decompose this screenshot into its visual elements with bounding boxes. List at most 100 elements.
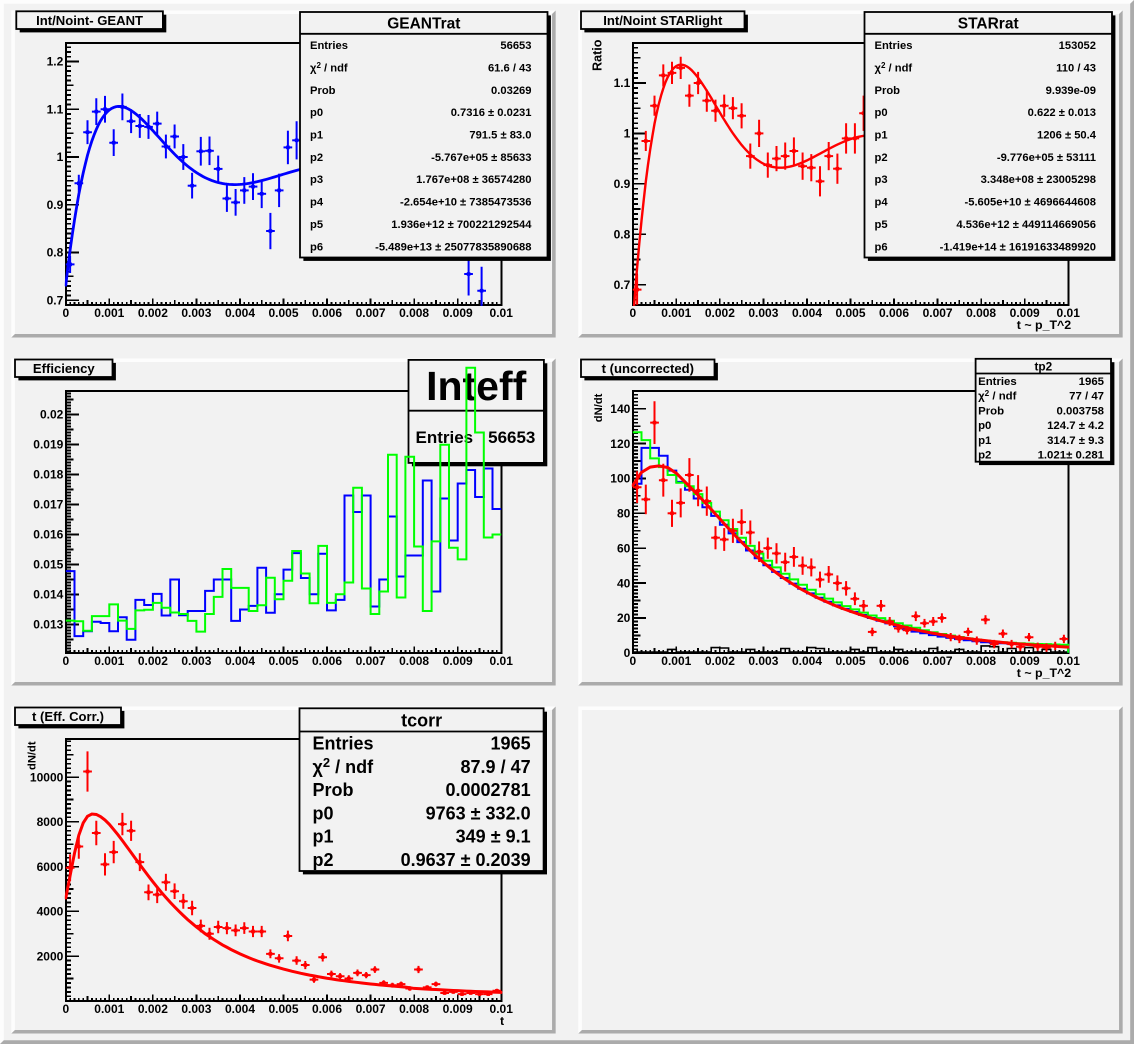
svg-text:0.9: 0.9 — [614, 177, 631, 191]
svg-text:χ2 / ndf: χ2 / ndf — [310, 61, 348, 75]
svg-text:0.017: 0.017 — [33, 498, 63, 512]
svg-text:1.1: 1.1 — [614, 76, 631, 90]
svg-text:1.1: 1.1 — [47, 102, 64, 116]
svg-text:120: 120 — [610, 437, 630, 451]
svg-text:0: 0 — [629, 654, 636, 668]
svg-text:χ2 / ndf: χ2 / ndf — [978, 389, 1017, 403]
svg-text:Efficiency: Efficiency — [33, 361, 96, 376]
svg-text:0.003: 0.003 — [181, 306, 211, 320]
svg-text:314.7 ± 9.3: 314.7 ± 9.3 — [1047, 435, 1104, 447]
svg-text:tp2: tp2 — [1034, 359, 1052, 373]
svg-text:Prob: Prob — [313, 780, 354, 800]
svg-text:0.006: 0.006 — [312, 306, 342, 320]
svg-text:Entries: Entries — [416, 428, 474, 447]
svg-text:p1: p1 — [875, 130, 888, 142]
svg-text:0.014: 0.014 — [33, 588, 63, 602]
svg-text:0.03269: 0.03269 — [491, 85, 531, 97]
svg-text:0.001: 0.001 — [94, 1002, 124, 1016]
svg-text:77 / 47: 77 / 47 — [1069, 391, 1104, 403]
svg-text:0.002: 0.002 — [705, 654, 735, 668]
svg-text:4.536e+12 ± 449114669056: 4.536e+12 ± 449114669056 — [956, 219, 1096, 231]
svg-text:-1.419e+14 ± 16191633489920: -1.419e+14 ± 16191633489920 — [940, 241, 1096, 253]
svg-text:0.001: 0.001 — [94, 654, 124, 668]
svg-text:0.01: 0.01 — [490, 654, 514, 668]
svg-text:0.002: 0.002 — [138, 654, 168, 668]
svg-text:p3: p3 — [310, 174, 323, 186]
svg-text:80: 80 — [617, 507, 631, 521]
svg-text:0.003: 0.003 — [748, 306, 778, 320]
svg-text:6000: 6000 — [37, 860, 64, 874]
svg-text:0.007: 0.007 — [923, 306, 953, 320]
svg-text:0.009: 0.009 — [443, 306, 473, 320]
svg-text:791.5 ± 83.0: 791.5 ± 83.0 — [469, 130, 531, 142]
svg-text:9.939e-09: 9.939e-09 — [1046, 85, 1096, 97]
svg-text:110 / 43: 110 / 43 — [1056, 62, 1096, 74]
svg-text:0.007: 0.007 — [923, 654, 953, 668]
svg-text:0.006: 0.006 — [312, 1002, 342, 1016]
svg-text:2000: 2000 — [37, 949, 64, 963]
svg-text:0.001: 0.001 — [661, 306, 691, 320]
svg-text:p4: p4 — [310, 197, 324, 209]
svg-text:Entries: Entries — [875, 40, 913, 52]
svg-text:40: 40 — [617, 576, 631, 590]
svg-text:0.003: 0.003 — [748, 654, 778, 668]
svg-text:t ~ p_T^2: t ~ p_T^2 — [1017, 318, 1072, 332]
svg-text:0.0002781: 0.0002781 — [446, 780, 531, 800]
svg-text:t: t — [500, 1014, 504, 1028]
svg-text:1.936e+12 ± 700221292544: 1.936e+12 ± 700221292544 — [391, 219, 532, 231]
svg-text:0.005: 0.005 — [268, 1002, 298, 1016]
svg-text:p0: p0 — [978, 420, 991, 432]
svg-text:0.004: 0.004 — [792, 654, 822, 668]
svg-text:p0: p0 — [875, 107, 888, 119]
svg-text:0.005: 0.005 — [835, 306, 865, 320]
svg-text:dN/dt: dN/dt — [593, 393, 605, 422]
svg-text:0.003758: 0.003758 — [1056, 405, 1104, 417]
svg-text:0.002: 0.002 — [138, 306, 168, 320]
svg-text:0.005: 0.005 — [835, 654, 865, 668]
svg-text:0.01: 0.01 — [490, 306, 514, 320]
svg-text:0.008: 0.008 — [399, 654, 429, 668]
svg-text:1.2: 1.2 — [47, 55, 64, 69]
svg-text:STARrat: STARrat — [958, 16, 1019, 33]
svg-text:p1: p1 — [313, 827, 334, 847]
svg-text:p1: p1 — [310, 130, 323, 142]
svg-text:0.01: 0.01 — [490, 1002, 514, 1016]
svg-text:0.622 ± 0.013: 0.622 ± 0.013 — [1028, 107, 1096, 119]
svg-text:0.9: 0.9 — [47, 198, 64, 212]
svg-text:t ~ p_T^2: t ~ p_T^2 — [1017, 666, 1072, 680]
svg-text:0.016: 0.016 — [33, 528, 63, 542]
svg-text:0.015: 0.015 — [33, 558, 63, 572]
svg-text:0: 0 — [62, 1002, 69, 1016]
svg-text:Entries: Entries — [310, 40, 348, 52]
svg-text:0: 0 — [62, 306, 69, 320]
svg-text:t (uncorrected): t (uncorrected) — [602, 361, 694, 376]
svg-text:Ratio: Ratio — [591, 39, 605, 71]
svg-text:p2: p2 — [875, 152, 888, 164]
svg-text:p2: p2 — [310, 152, 323, 164]
svg-text:56653: 56653 — [488, 428, 535, 447]
svg-text:0.002: 0.002 — [705, 306, 735, 320]
svg-text:p0: p0 — [313, 803, 334, 823]
svg-text:-5.489e+13 ± 25077835890688: -5.489e+13 ± 25077835890688 — [375, 241, 531, 253]
svg-text:p6: p6 — [310, 241, 323, 253]
svg-text:0: 0 — [629, 306, 636, 320]
svg-text:0.006: 0.006 — [312, 654, 342, 668]
svg-text:χ2 / ndf: χ2 / ndf — [875, 61, 913, 75]
svg-text:p6: p6 — [875, 241, 888, 253]
svg-text:349 ± 9.1: 349 ± 9.1 — [456, 827, 531, 847]
svg-text:Prob: Prob — [978, 405, 1004, 417]
svg-text:0.004: 0.004 — [225, 1002, 255, 1016]
svg-text:100: 100 — [610, 472, 630, 486]
svg-text:153052: 153052 — [1059, 40, 1096, 52]
svg-text:0.004: 0.004 — [225, 306, 255, 320]
svg-text:87.9 / 47: 87.9 / 47 — [461, 757, 531, 777]
svg-text:0.009: 0.009 — [443, 1002, 473, 1016]
svg-text:1965: 1965 — [491, 734, 531, 754]
svg-text:0.02: 0.02 — [40, 408, 64, 422]
svg-text:1965: 1965 — [1079, 376, 1105, 388]
svg-text:0.009: 0.009 — [1010, 654, 1040, 668]
svg-text:0.008: 0.008 — [399, 306, 429, 320]
svg-text:p0: p0 — [310, 107, 323, 119]
svg-text:1.021± 0.281: 1.021± 0.281 — [1038, 450, 1105, 462]
svg-text:124.7 ± 4.2: 124.7 ± 4.2 — [1047, 420, 1104, 432]
